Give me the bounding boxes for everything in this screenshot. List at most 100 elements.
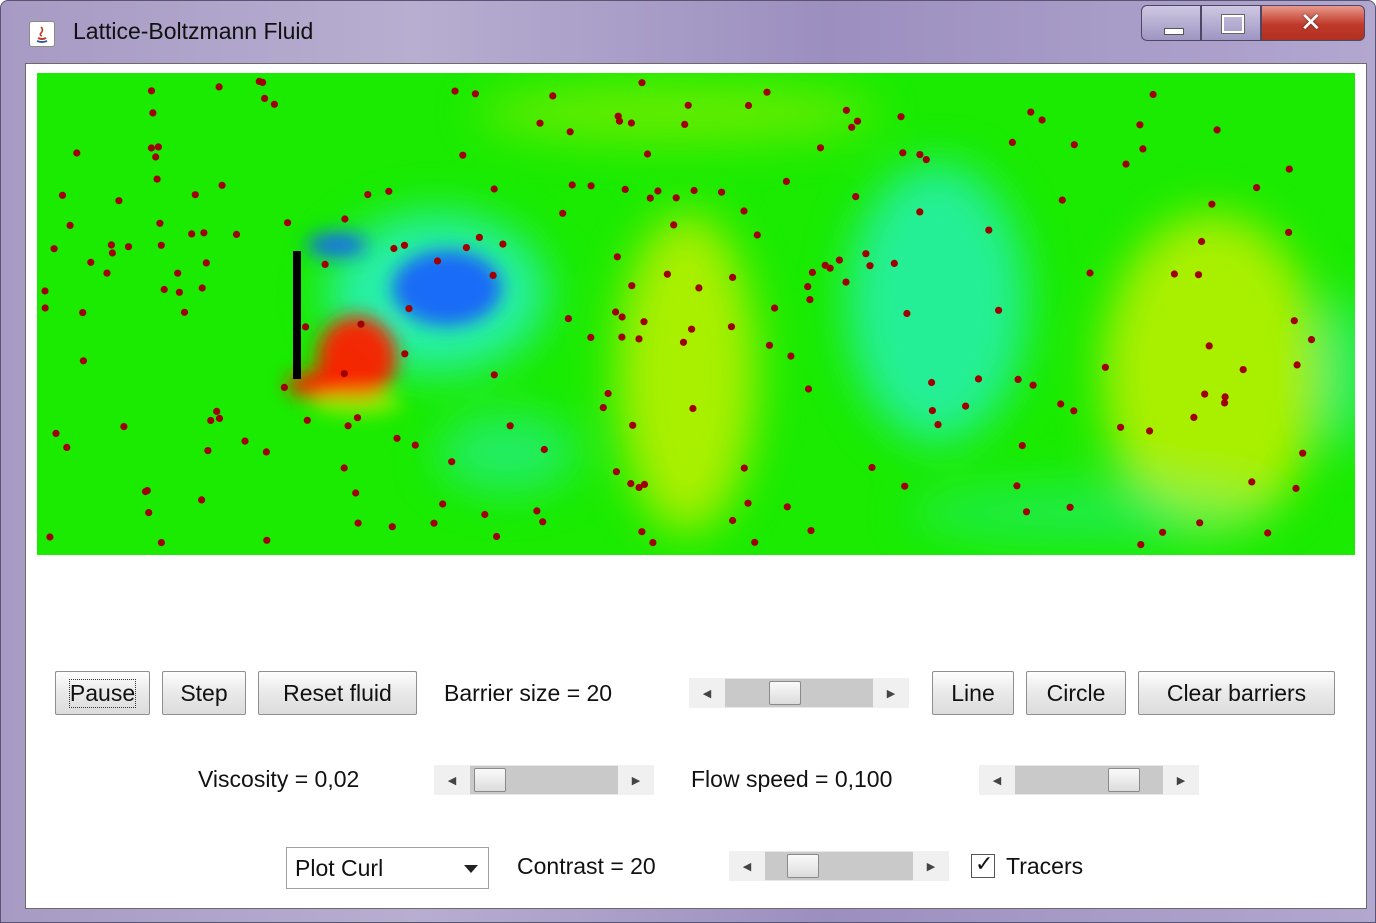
contrast-slider[interactable]: ◀ ▶ [729, 851, 949, 881]
tracer-dot [566, 128, 574, 136]
slider-right-arrow-icon[interactable]: ▶ [1163, 765, 1199, 795]
tracer-dot [1014, 375, 1022, 383]
tracer-dot [643, 150, 652, 158]
slider-left-arrow-icon[interactable]: ◀ [729, 851, 765, 881]
minimize-button[interactable] [1141, 5, 1201, 41]
tracer-dot [232, 230, 241, 238]
tracer-dot [215, 83, 223, 91]
tracer-dot [213, 407, 221, 415]
tracer-dot [1057, 400, 1065, 408]
slider-thumb[interactable] [769, 681, 801, 705]
tracer-dot [63, 443, 71, 451]
tracer-dot [340, 370, 348, 378]
flow-speed-slider[interactable]: ◀ ▶ [979, 765, 1199, 795]
clear-barriers-button[interactable]: Clear barriers [1138, 671, 1335, 715]
window-title: Lattice-Boltzmann Fluid [73, 18, 314, 44]
tracer-dot [1058, 196, 1066, 204]
tracer-dot [916, 151, 924, 159]
tracer-dot [890, 259, 898, 267]
tracer-dot [635, 335, 643, 343]
tracer-dot [41, 304, 49, 312]
slider-thumb[interactable] [787, 854, 819, 878]
tracer-dot [202, 259, 210, 267]
tracer-dot [974, 375, 983, 383]
fluid-canvas[interactable] [37, 73, 1355, 555]
tracer-dot [663, 270, 672, 278]
java-icon[interactable] [29, 21, 55, 47]
tracer-dot [985, 226, 993, 234]
tracer-dot [808, 268, 817, 276]
tracer-dot [740, 207, 748, 215]
title-bar[interactable]: Lattice-Boltzmann Fluid ✕ [1, 1, 1376, 63]
tracer-dot [341, 215, 349, 223]
tracer-dot [154, 143, 162, 151]
contrast-label: Contrast = 20 [517, 853, 656, 879]
tracer-dot [1070, 141, 1078, 149]
tracer-dot [787, 352, 795, 360]
slider-right-arrow-icon[interactable]: ▶ [873, 678, 909, 708]
tracer-particles [41, 77, 1316, 549]
tracer-dot [1194, 271, 1203, 279]
tracer-dot [559, 209, 567, 217]
tracer-dot [540, 445, 548, 454]
tracer-dot [353, 414, 362, 422]
tracer-dot [147, 87, 156, 95]
tracer-dot [763, 88, 771, 96]
tracer-dot [321, 260, 329, 268]
tracer-dot [1122, 160, 1130, 168]
slider-track[interactable] [1015, 766, 1163, 794]
tracer-dot [200, 229, 208, 237]
tracer-dot [782, 177, 791, 185]
tracer-dot [1285, 165, 1293, 173]
tracer-dot [899, 149, 907, 157]
tracer-dot [153, 175, 161, 183]
plot-mode-select[interactable]: Plot Curl [286, 847, 489, 889]
slider-left-arrow-icon[interactable]: ◀ [689, 678, 725, 708]
plot-mode-value: Plot Curl [295, 855, 384, 881]
tracer-dot [475, 233, 483, 241]
tracer-dot [1208, 200, 1216, 208]
slider-left-arrow-icon[interactable]: ◀ [979, 765, 1015, 795]
reset-fluid-button[interactable]: Reset fluid [258, 671, 417, 715]
slider-thumb[interactable] [1108, 768, 1140, 792]
slider-right-arrow-icon[interactable]: ▶ [913, 851, 949, 881]
slider-thumb[interactable] [474, 768, 506, 792]
tracer-dot [489, 271, 497, 279]
tracer-dot [928, 407, 937, 415]
circle-button[interactable]: Circle [1026, 671, 1126, 715]
tracer-dot [1117, 423, 1125, 431]
pause-button[interactable]: Pause [55, 671, 150, 715]
tracer-dot [690, 186, 698, 195]
tracer-dot [1190, 413, 1198, 421]
tracer-dot [604, 389, 612, 398]
tracer-dot [385, 187, 393, 195]
maximize-button[interactable] [1201, 5, 1261, 41]
tracer-dot [50, 245, 58, 253]
viscosity-slider[interactable]: ◀ ▶ [434, 765, 654, 795]
barrier-size-slider[interactable]: ◀ ▶ [689, 678, 909, 708]
step-button[interactable]: Step [162, 671, 246, 715]
slider-right-arrow-icon[interactable]: ▶ [618, 765, 654, 795]
tracer-dot [1101, 363, 1109, 371]
line-button[interactable]: Line [932, 671, 1014, 715]
tracer-dot [627, 480, 635, 488]
slider-left-arrow-icon[interactable]: ◀ [434, 765, 470, 795]
tracer-dot [679, 338, 688, 346]
tracer-dot [115, 197, 123, 205]
tracer-dot [901, 482, 909, 490]
tracer-dot [400, 241, 409, 249]
tracer-dot [862, 250, 870, 258]
tracer-dot [628, 282, 636, 290]
tracer-dot [816, 144, 825, 152]
tracers-checkbox[interactable]: ✓ [971, 852, 995, 878]
close-button[interactable]: ✕ [1261, 5, 1365, 41]
tracers-label[interactable]: Tracers [1006, 853, 1084, 879]
tracer-dot [141, 488, 150, 496]
tracer-dot [302, 323, 310, 331]
tracer-dot [587, 182, 595, 190]
tracer-dot [280, 383, 288, 391]
pause-label: Pause [68, 678, 137, 708]
tracer-dot [962, 402, 970, 410]
tracer-dot [1070, 407, 1078, 415]
chevron-down-icon[interactable] [464, 865, 478, 873]
